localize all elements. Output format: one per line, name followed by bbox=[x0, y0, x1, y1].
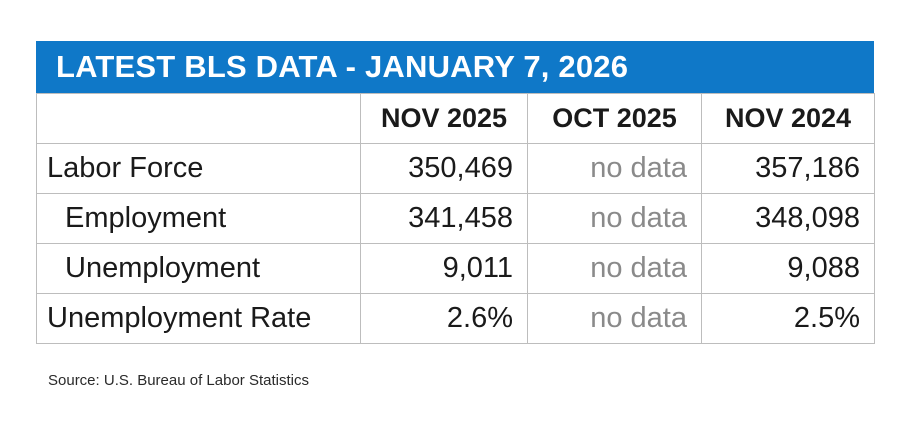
title-banner: LATEST BLS DATA - JANUARY 7, 2026 bbox=[36, 41, 874, 93]
table-row: Unemployment 9,011 no data 9,088 bbox=[36, 243, 875, 294]
header-row: NOV 2025 OCT 2025 NOV 2024 bbox=[36, 93, 875, 144]
column-header-nov-2025: NOV 2025 bbox=[360, 93, 528, 144]
cell-value: no data bbox=[527, 293, 702, 344]
column-header-oct-2025: OCT 2025 bbox=[527, 93, 702, 144]
cell-value: no data bbox=[527, 243, 702, 294]
cell-value: 2.6% bbox=[360, 293, 528, 344]
bls-data-card: LATEST BLS DATA - JANUARY 7, 2026 NOV 20… bbox=[36, 41, 875, 344]
row-label-labor-force: Labor Force bbox=[36, 143, 361, 194]
cell-value: no data bbox=[527, 143, 702, 194]
data-table: NOV 2025 OCT 2025 NOV 2024 Labor Force 3… bbox=[36, 93, 875, 344]
cell-value: 341,458 bbox=[360, 193, 528, 244]
table-row: Unemployment Rate 2.6% no data 2.5% bbox=[36, 293, 875, 344]
source-note: Source: U.S. Bureau of Labor Statistics bbox=[48, 372, 309, 389]
row-label-employment: Employment bbox=[36, 193, 361, 244]
cell-value: 348,098 bbox=[701, 193, 875, 244]
column-header-nov-2024: NOV 2024 bbox=[701, 93, 875, 144]
cell-value: 2.5% bbox=[701, 293, 875, 344]
row-label-unemployment: Unemployment bbox=[36, 243, 361, 294]
row-label-unemployment-rate: Unemployment Rate bbox=[36, 293, 361, 344]
cell-value: 9,011 bbox=[360, 243, 528, 294]
cell-value: 357,186 bbox=[701, 143, 875, 194]
cell-value: 9,088 bbox=[701, 243, 875, 294]
table-row: Labor Force 350,469 no data 357,186 bbox=[36, 143, 875, 194]
table-row: Employment 341,458 no data 348,098 bbox=[36, 193, 875, 244]
cell-value: 350,469 bbox=[360, 143, 528, 194]
header-empty-cell bbox=[36, 93, 361, 144]
cell-value: no data bbox=[527, 193, 702, 244]
